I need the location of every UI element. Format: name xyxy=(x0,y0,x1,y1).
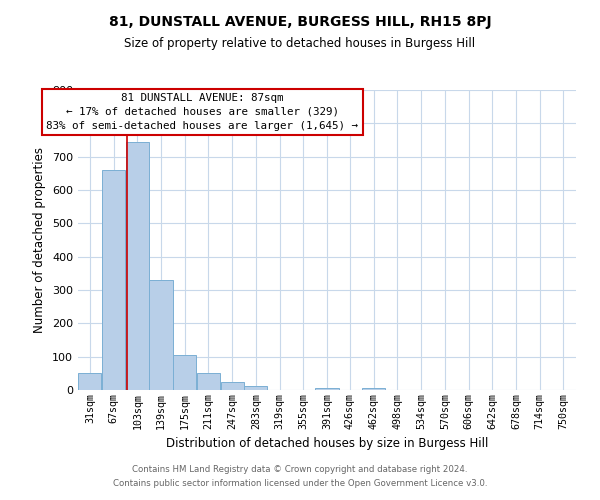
Bar xyxy=(79,374,101,390)
Bar xyxy=(244,386,268,390)
Bar xyxy=(102,170,125,390)
X-axis label: Distribution of detached houses by size in Burgess Hill: Distribution of detached houses by size … xyxy=(166,437,488,450)
Bar xyxy=(316,388,338,390)
Bar xyxy=(197,374,220,390)
Y-axis label: Number of detached properties: Number of detached properties xyxy=(34,147,46,333)
Bar xyxy=(173,355,196,390)
Bar xyxy=(126,142,149,390)
Text: 81 DUNSTALL AVENUE: 87sqm
← 17% of detached houses are smaller (329)
83% of semi: 81 DUNSTALL AVENUE: 87sqm ← 17% of detac… xyxy=(47,93,359,131)
Bar xyxy=(362,388,385,390)
Bar xyxy=(221,382,244,390)
Text: 81, DUNSTALL AVENUE, BURGESS HILL, RH15 8PJ: 81, DUNSTALL AVENUE, BURGESS HILL, RH15 … xyxy=(109,15,491,29)
Text: Contains HM Land Registry data © Crown copyright and database right 2024.
Contai: Contains HM Land Registry data © Crown c… xyxy=(113,466,487,487)
Bar xyxy=(149,280,173,390)
Text: Size of property relative to detached houses in Burgess Hill: Size of property relative to detached ho… xyxy=(124,38,476,51)
